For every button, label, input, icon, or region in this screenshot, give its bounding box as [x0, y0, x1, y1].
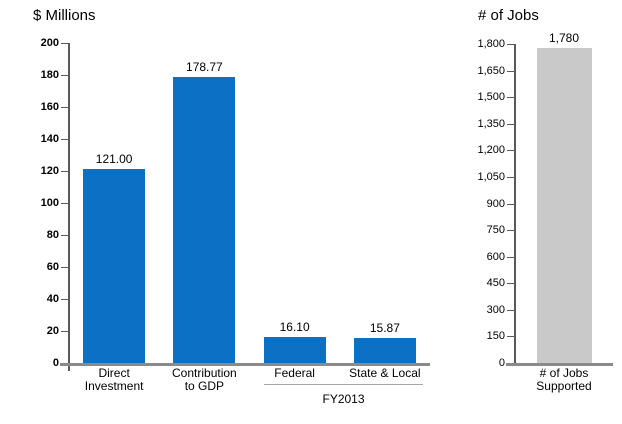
- y-axis-tick: [61, 171, 68, 172]
- category-label: Federal: [274, 366, 315, 380]
- y-axis-line: [514, 44, 516, 363]
- bar-value-label: 1,780: [548, 30, 580, 45]
- y-axis-tick-label: 100: [40, 197, 59, 209]
- y-axis-tick-label: 0: [52, 357, 59, 369]
- y-axis-tick-label: 900: [486, 198, 505, 210]
- y-axis-tick-label: 120: [40, 165, 59, 177]
- bar-value-label: 178.77: [186, 59, 223, 74]
- y-axis-tick: [507, 310, 514, 311]
- bar-value-label: 121.00: [95, 152, 133, 167]
- category-label: Contribution to GDP: [172, 366, 237, 393]
- y-axis-tick: [507, 44, 514, 45]
- y-axis-tick-label: 450: [486, 277, 505, 289]
- y-axis-tick: [61, 331, 68, 332]
- y-axis-tick: [507, 257, 514, 258]
- y-axis-tick-label: 180: [40, 69, 59, 81]
- left-chart-title: $ Millions: [33, 7, 96, 24]
- y-axis-tick: [507, 150, 514, 151]
- y-axis-tick: [507, 336, 514, 337]
- y-axis-tick: [61, 203, 68, 204]
- y-axis-tick: [507, 124, 514, 125]
- y-axis-tick-label: 20: [46, 325, 59, 337]
- right-chart-title: # of Jobs: [478, 7, 539, 24]
- group-underline: [264, 384, 423, 385]
- category-label: Direct Investment: [84, 366, 144, 393]
- y-axis-line: [68, 43, 70, 363]
- category-label: # of Jobs Supported: [536, 366, 592, 393]
- group-label: FY2013: [322, 392, 365, 406]
- y-axis-tick: [507, 71, 514, 72]
- y-axis-tick-label: 300: [486, 304, 505, 316]
- bar: [173, 76, 236, 363]
- y-axis-tick: [61, 139, 68, 140]
- y-axis-tick-label: 600: [486, 251, 505, 263]
- y-axis-tick-label: 40: [46, 293, 59, 305]
- y-axis-tick: [61, 43, 68, 44]
- bar-value-label: 15.87: [369, 320, 400, 335]
- y-axis-tick-label: 0: [498, 357, 505, 369]
- x-axis-line: [60, 363, 430, 366]
- x-axis-tick: [68, 366, 70, 371]
- y-axis-tick-label: 160: [40, 101, 59, 113]
- y-axis-tick: [61, 267, 68, 268]
- y-axis-tick-label: 1,350: [477, 118, 505, 130]
- y-axis-tick-label: 1,200: [477, 144, 505, 156]
- y-axis-tick: [61, 75, 68, 76]
- bar: [83, 169, 146, 363]
- y-axis-tick-label: 200: [40, 37, 59, 49]
- category-label: State & Local: [349, 366, 421, 380]
- y-axis-tick-label: 80: [46, 229, 59, 241]
- y-axis-tick-label: 1,500: [477, 91, 505, 103]
- y-axis-tick-label: 140: [40, 133, 59, 145]
- y-axis-tick-label: 750: [486, 224, 505, 236]
- y-axis-tick-label: 1,050: [477, 171, 505, 183]
- y-axis-tick: [507, 230, 514, 231]
- y-axis-tick: [507, 204, 514, 205]
- bar-value-label: 16.10: [279, 320, 310, 335]
- y-axis-tick: [507, 97, 514, 98]
- y-axis-tick-label: 60: [46, 261, 59, 273]
- x-axis-line: [506, 363, 613, 366]
- y-axis-tick: [507, 283, 514, 284]
- y-axis-tick-label: 1,650: [477, 65, 505, 77]
- bar: [536, 47, 592, 363]
- bar: [263, 337, 326, 363]
- y-axis-tick: [61, 235, 68, 236]
- y-axis-tick: [61, 107, 68, 108]
- y-axis-tick-label: 1,800: [477, 38, 505, 50]
- y-axis-tick: [507, 177, 514, 178]
- y-axis-tick-label: 150: [486, 330, 505, 342]
- bar: [353, 337, 416, 363]
- y-axis-tick: [61, 299, 68, 300]
